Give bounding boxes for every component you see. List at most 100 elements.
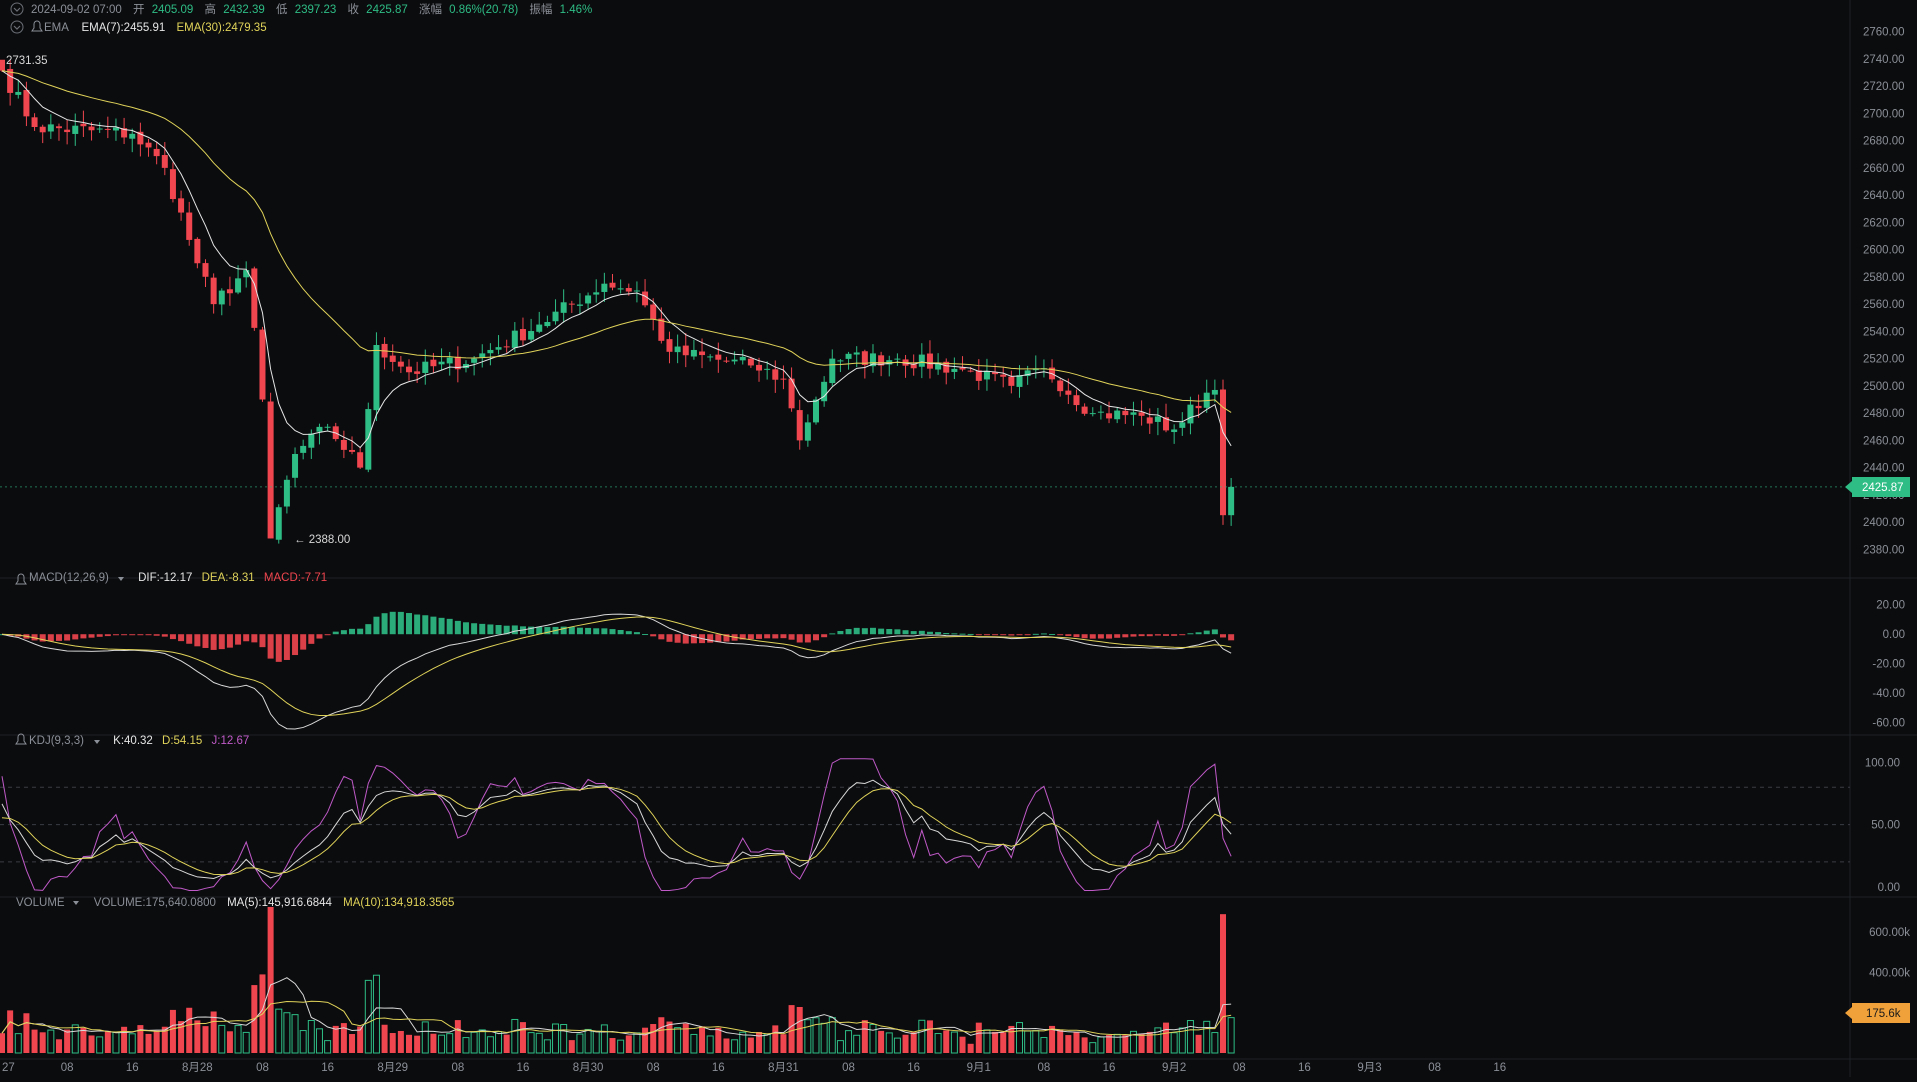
candle-body: [1114, 410, 1121, 420]
candle-body: [479, 353, 486, 358]
macd-dea: DEA:-8.31: [202, 572, 255, 584]
time-axis-tick: 16: [712, 1062, 725, 1074]
bell-icon[interactable]: [15, 573, 27, 585]
dropdown-caret-icon[interactable]: [73, 901, 79, 905]
candle-body: [682, 345, 689, 356]
volume-bar: [788, 1005, 795, 1053]
volume-bar: [756, 1031, 763, 1053]
bell-icon[interactable]: [15, 733, 27, 745]
kdj-j: J:12.67: [212, 735, 250, 747]
macd-bar: [544, 627, 551, 635]
price-axis-tick: 2640.00: [1863, 190, 1905, 202]
volume-bar: [47, 1029, 55, 1054]
macd-legend: MACD(12,26,9) DIF:-12.17 DEA:-8.31 MACD:…: [15, 572, 327, 585]
candle-body: [511, 330, 518, 348]
volume-bar: [519, 1022, 526, 1053]
candle-body: [585, 295, 592, 304]
candle-body: [104, 128, 111, 130]
macd-bar: [1065, 634, 1072, 636]
candle-body: [210, 277, 217, 305]
candle-body: [1024, 370, 1031, 376]
macd-bar: [1000, 634, 1007, 636]
kdj-j-line: [1, 758, 1232, 892]
volume-bar: [609, 1038, 616, 1053]
kdj-axis-tick: 100.00: [1865, 757, 1900, 769]
volume-bar: [699, 1026, 706, 1053]
kdj-panel[interactable]: [1, 758, 1232, 892]
volume-bar: [1129, 1030, 1137, 1054]
macd-bar: [471, 623, 478, 635]
volume-bar: [218, 1024, 226, 1054]
volume-bar: [299, 1030, 307, 1054]
kdj-k-line: [1, 779, 1232, 879]
volume-bar: [64, 1029, 71, 1053]
volume-bar: [1122, 1035, 1129, 1053]
volume-bar: [568, 1040, 575, 1053]
macd-bar: [764, 634, 771, 639]
volume-bar: [617, 1039, 625, 1054]
candle-body: [747, 358, 754, 366]
macd-bar: [658, 634, 665, 640]
candle-body: [406, 366, 412, 373]
bell-icon[interactable]: [31, 20, 43, 32]
volume-bar: [943, 1030, 950, 1053]
macd-bar: [39, 634, 46, 642]
candle-body: [699, 351, 706, 356]
time-axis-tick: 16: [1103, 1062, 1116, 1074]
volume-panel[interactable]: [0, 906, 1235, 1054]
macd-bar: [1163, 634, 1170, 636]
candle-body: [39, 126, 46, 133]
candle-body: [1195, 405, 1202, 409]
volume-bar: [307, 1019, 315, 1054]
chevron-down-icon: [13, 7, 21, 12]
price-axis-tick: 2540.00: [1863, 326, 1905, 338]
macd-bar: [601, 628, 608, 635]
macd-bar: [1081, 634, 1088, 639]
price-axis-tick: 2700.00: [1863, 108, 1905, 120]
collapse-icon[interactable]: [10, 20, 24, 34]
macd-bar: [1057, 634, 1064, 636]
candle-body: [503, 346, 510, 348]
macd-bar: [642, 634, 649, 636]
candle-body: [64, 129, 71, 133]
dropdown-caret-icon[interactable]: [118, 577, 124, 581]
macd-bar: [210, 634, 217, 650]
price-axis-tick: 2400.00: [1863, 517, 1905, 529]
macd-bar: [340, 630, 347, 635]
ohlc-text: 2024-09-02 07:00 开 2405.09 高 2432.39 低 2…: [31, 2, 592, 16]
candle-body: [47, 124, 54, 132]
volume-bar: [234, 1025, 242, 1054]
macd-bar: [943, 633, 950, 635]
candle-body: [422, 361, 429, 373]
candle-body: [813, 399, 819, 423]
last-volume-text: 175.6k: [1866, 1008, 1901, 1020]
volume-value: VOLUME:175,640.0800: [94, 897, 216, 909]
kdj-d: D:54.15: [162, 735, 202, 747]
collapse-icon[interactable]: [10, 2, 24, 16]
dropdown-caret-icon[interactable]: [94, 740, 100, 744]
volume-bar: [210, 1011, 217, 1053]
macd-bar: [373, 616, 380, 635]
volume-bar: [747, 1037, 754, 1053]
price-panel[interactable]: [0, 59, 1845, 544]
macd-panel[interactable]: [0, 611, 1235, 730]
volume-bar: [584, 1028, 592, 1054]
volume-bar: [1186, 1020, 1194, 1054]
macd-bar: [1089, 634, 1096, 639]
candle-body: [471, 358, 478, 363]
macd-bar: [1008, 634, 1015, 636]
volume-bar: [1049, 1025, 1056, 1053]
macd-bar: [1179, 634, 1186, 636]
time-axis-tick: 16: [126, 1062, 139, 1074]
candle-body: [935, 363, 942, 370]
volume-bar: [1163, 1022, 1170, 1053]
macd-bar: [625, 631, 632, 635]
volume-bar: [706, 1035, 714, 1054]
candle-body: [552, 311, 559, 322]
candle-body: [1138, 412, 1145, 416]
macd-bar: [1024, 634, 1031, 636]
macd-bar: [560, 626, 567, 635]
macd-bar: [267, 634, 274, 659]
